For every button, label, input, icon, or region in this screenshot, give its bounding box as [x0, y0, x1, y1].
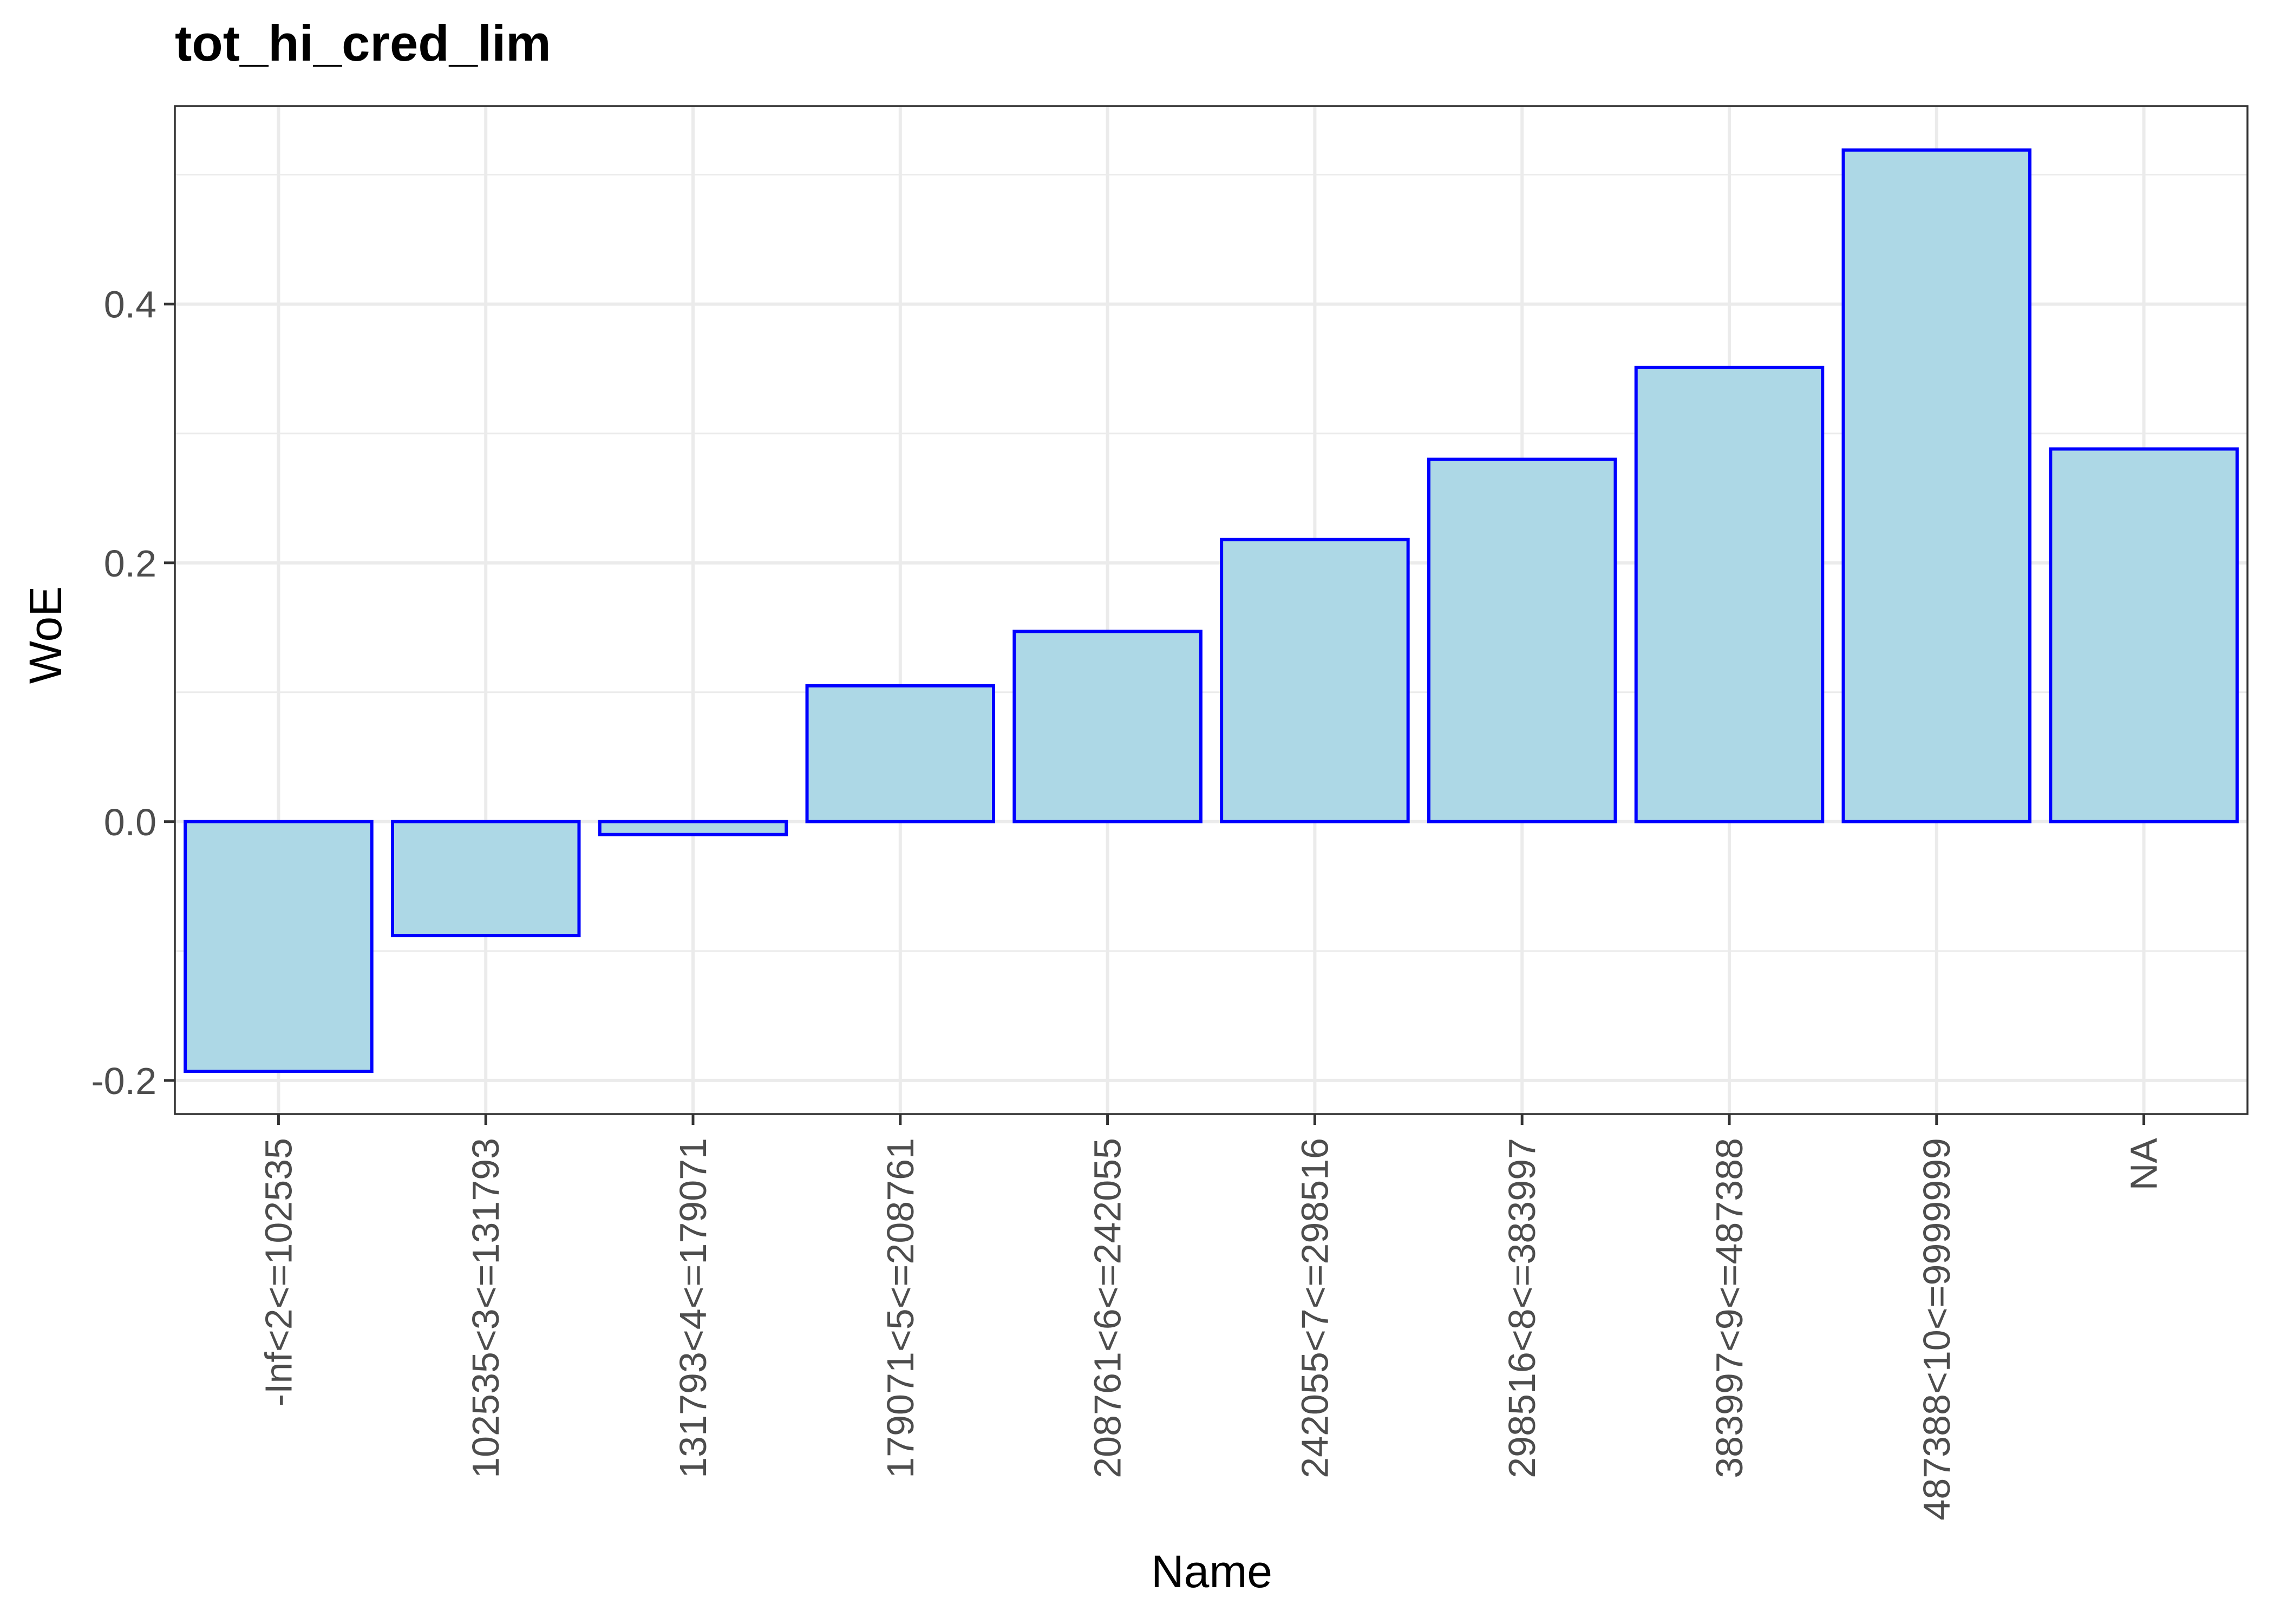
- bar: [1012, 630, 1203, 823]
- x-axis-title: Name: [1151, 1546, 1272, 1597]
- y-tick-label: 0.2: [104, 542, 156, 585]
- x-tick-label: 208761<6<=242055: [1087, 1138, 1129, 1478]
- x-tick-label: NA: [2123, 1138, 2165, 1191]
- bar: [1220, 538, 1410, 823]
- bar: [184, 820, 374, 1073]
- x-tick-label: 487388<10<=9999999: [1916, 1138, 1958, 1521]
- y-axis-title: WoE: [20, 586, 71, 684]
- y-tick-label: -0.2: [91, 1060, 156, 1102]
- chart-title: tot_hi_cred_lim: [175, 15, 551, 71]
- bar: [390, 820, 581, 938]
- x-tick-label: -Inf<2<=102535: [257, 1138, 299, 1406]
- x-tick-label: 383997<9<=487388: [1708, 1138, 1750, 1478]
- axis-ticks: -0.2 0.0 0.2 0.4 -Inf<2<=102535 102535<3<=131…: [91, 284, 2165, 1521]
- bar: [598, 820, 788, 836]
- bar: [2049, 447, 2239, 823]
- x-tick-label: 131793<4<=179071: [672, 1138, 714, 1478]
- x-tick-label: 102535<3<=131793: [465, 1138, 507, 1478]
- bar: [1634, 365, 1825, 823]
- panel-border: [174, 105, 2249, 1115]
- y-tick-label: 0.0: [104, 801, 156, 843]
- bars: [184, 148, 2239, 1073]
- bar: [1841, 148, 2032, 823]
- x-tick-label: 179071<5<=208761: [879, 1138, 922, 1478]
- x-tick-label: 298516<8<=383997: [1501, 1138, 1543, 1478]
- y-tick-label: 0.4: [104, 284, 156, 326]
- bar: [805, 684, 996, 823]
- x-tick-label: 242055<7<=298516: [1293, 1138, 1336, 1478]
- bar: [1427, 457, 1617, 823]
